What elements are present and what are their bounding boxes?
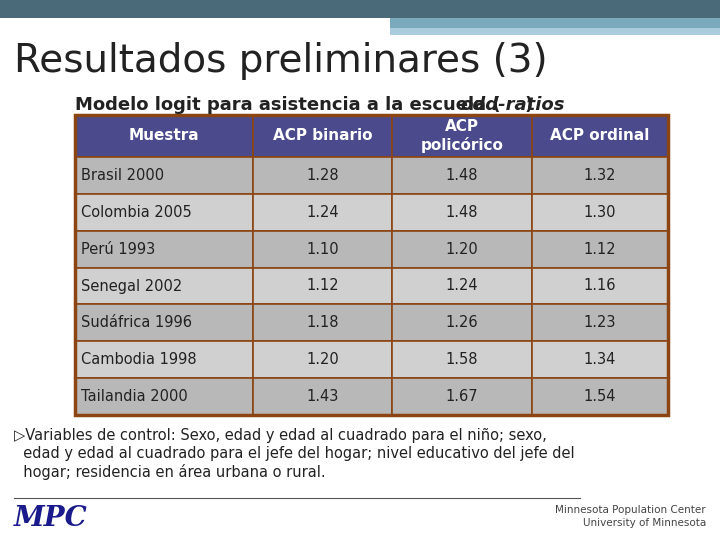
Bar	[75, 194, 253, 231]
Text: 1.34: 1.34	[584, 352, 616, 367]
Bar	[75, 268, 253, 305]
Text: Sudáfrica 1996: Sudáfrica 1996	[81, 315, 192, 330]
Text: ACP
policórico: ACP policórico	[420, 119, 503, 153]
Text: edad y edad al cuadrado para el jefe del hogar; nivel educativo del jefe del: edad y edad al cuadrado para el jefe del…	[14, 446, 575, 461]
Bar	[253, 194, 392, 231]
Text: Tailandia 2000: Tailandia 2000	[81, 389, 188, 404]
Text: Modelo logit para asistencia a la escuela (: Modelo logit para asistencia a la escuel…	[75, 96, 500, 114]
Text: 1.20: 1.20	[446, 241, 478, 256]
Text: 1.32: 1.32	[583, 168, 616, 183]
Bar	[253, 157, 392, 194]
Text: Cambodia 1998: Cambodia 1998	[81, 352, 197, 367]
Text: MPC: MPC	[14, 505, 88, 532]
Text: 1.23: 1.23	[583, 315, 616, 330]
Text: ACP binario: ACP binario	[273, 129, 372, 144]
Text: Minnesota Population Center
University of Minnesota: Minnesota Population Center University o…	[555, 505, 706, 528]
Bar	[253, 305, 392, 341]
Bar	[531, 268, 668, 305]
Text: Muestra: Muestra	[129, 129, 199, 144]
Bar	[253, 231, 392, 268]
Bar	[253, 268, 392, 305]
Text: 1.12: 1.12	[306, 279, 339, 294]
Bar	[531, 231, 668, 268]
Bar	[75, 231, 253, 268]
Bar	[392, 305, 531, 341]
Text: 1.24: 1.24	[446, 279, 478, 294]
Text: 1.26: 1.26	[446, 315, 478, 330]
Bar	[392, 157, 531, 194]
Text: 1.28: 1.28	[306, 168, 339, 183]
Text: 1.18: 1.18	[306, 315, 339, 330]
Bar	[253, 115, 392, 157]
Bar	[531, 194, 668, 231]
Text: 1.20: 1.20	[306, 352, 339, 367]
Text: Resultados preliminares (3): Resultados preliminares (3)	[14, 42, 548, 80]
Text: 1.54: 1.54	[583, 389, 616, 404]
Text: 1.30: 1.30	[583, 205, 616, 220]
Bar	[75, 157, 253, 194]
Bar	[531, 378, 668, 415]
Text: odd-ratios: odd-ratios	[460, 96, 564, 114]
Text: Senegal 2002: Senegal 2002	[81, 279, 182, 294]
Bar	[75, 115, 253, 157]
Text: hogar; residencia en área urbana o rural.: hogar; residencia en área urbana o rural…	[14, 464, 325, 480]
Text: 1.48: 1.48	[446, 205, 478, 220]
Bar	[390, 28, 720, 35]
Bar	[0, 0, 720, 18]
Text: ): )	[525, 96, 534, 114]
Bar	[75, 341, 253, 378]
Bar	[390, 18, 720, 28]
Bar	[75, 378, 253, 415]
Text: 1.16: 1.16	[583, 279, 616, 294]
Text: 1.67: 1.67	[446, 389, 478, 404]
Text: 1.24: 1.24	[306, 205, 339, 220]
Bar	[531, 341, 668, 378]
Text: 1.10: 1.10	[306, 241, 339, 256]
Text: Colombia 2005: Colombia 2005	[81, 205, 192, 220]
Text: Brasil 2000: Brasil 2000	[81, 168, 164, 183]
Bar	[531, 305, 668, 341]
Text: 1.48: 1.48	[446, 168, 478, 183]
Text: 1.43: 1.43	[307, 389, 339, 404]
Text: ACP ordinal: ACP ordinal	[550, 129, 649, 144]
Bar	[531, 115, 668, 157]
Bar	[392, 115, 531, 157]
Bar	[392, 231, 531, 268]
Bar	[75, 115, 668, 415]
Bar	[392, 341, 531, 378]
Bar	[253, 378, 392, 415]
Bar	[392, 378, 531, 415]
Bar	[392, 268, 531, 305]
Bar	[531, 157, 668, 194]
Text: ▷Variables de control: Sexo, edad y edad al cuadrado para el niño; sexo,: ▷Variables de control: Sexo, edad y edad…	[14, 428, 546, 443]
Text: 1.12: 1.12	[583, 241, 616, 256]
Text: 1.58: 1.58	[446, 352, 478, 367]
Bar	[75, 305, 253, 341]
Bar	[253, 341, 392, 378]
Text: Perú 1993: Perú 1993	[81, 241, 156, 256]
Bar	[392, 194, 531, 231]
